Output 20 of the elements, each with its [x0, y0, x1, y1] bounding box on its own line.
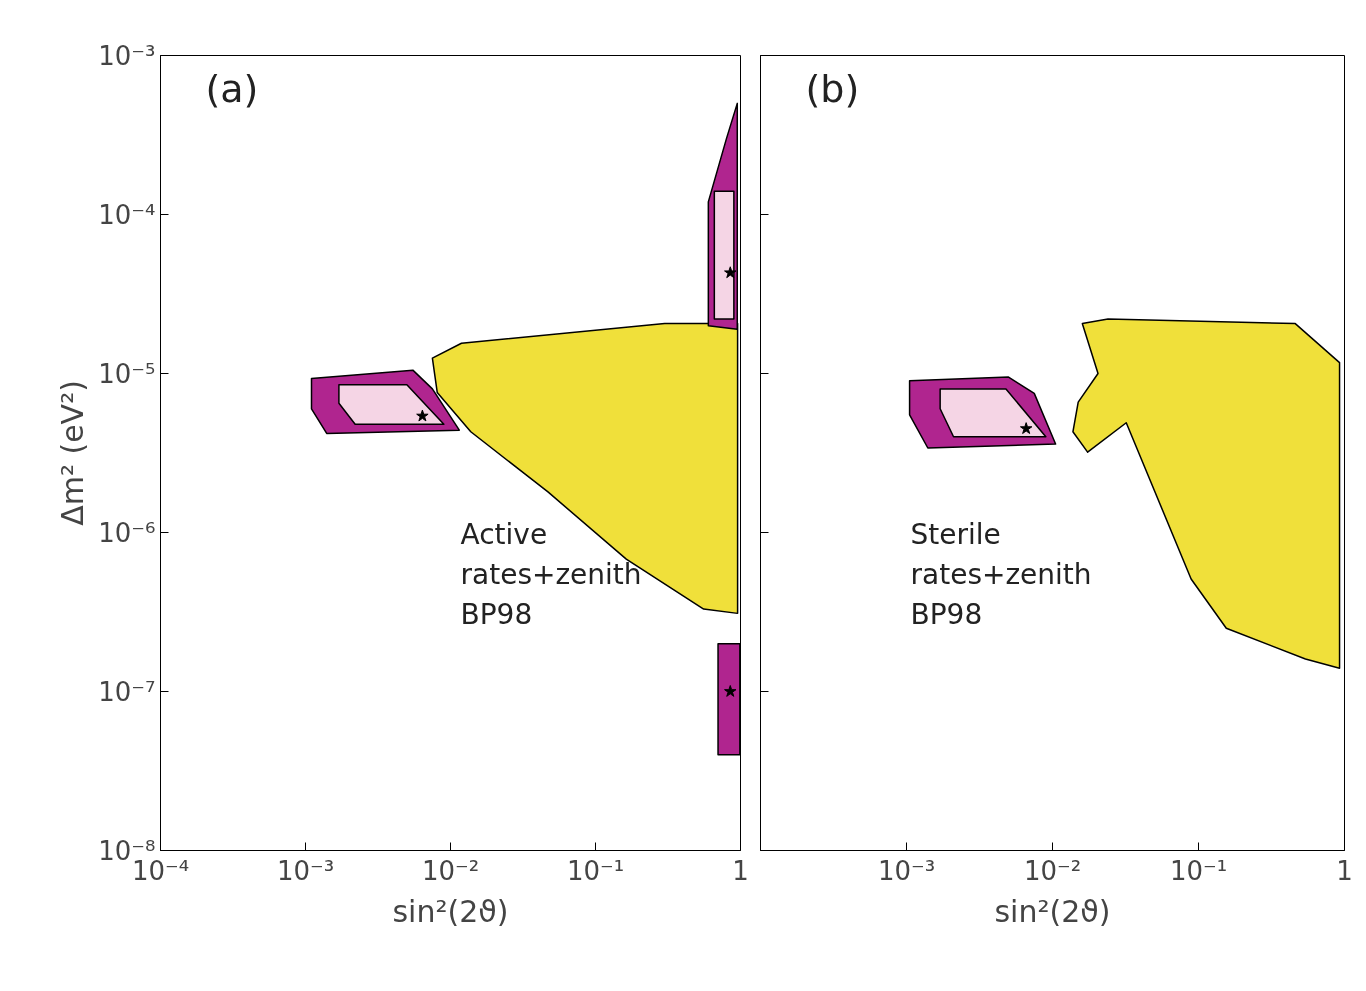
y-axis-title: Δm² (eV²): [55, 380, 91, 526]
x-tick-label: 10⁻²: [1023, 855, 1082, 886]
y-tick-label: 10⁻⁶: [98, 517, 156, 548]
x-tick-label: 10⁻¹: [1169, 855, 1228, 886]
x-tick-label: 10⁻³: [276, 855, 335, 886]
x-tick-label: 10⁻²: [421, 855, 480, 886]
x-tick-label: 1: [732, 855, 749, 886]
y-tick-label: 10⁻⁵: [98, 358, 156, 389]
annotation: (b): [805, 66, 860, 111]
x-axis-title: sin²(2ϑ): [994, 893, 1111, 929]
annotation: (a): [205, 66, 259, 111]
y-tick-label: 10⁻³: [98, 40, 156, 71]
x-tick-label: 1: [1336, 855, 1353, 886]
x-tick-label: 10⁻³: [877, 855, 936, 886]
x-axis-title: sin²(2ϑ): [392, 893, 509, 929]
annotation: Sterile rates+zenith BP98: [910, 517, 1092, 631]
y-tick-label: 10⁻⁴: [98, 199, 156, 230]
annotation: Active rates+zenith BP98: [460, 517, 642, 631]
y-tick-label: 10⁻⁷: [98, 676, 156, 707]
x-tick-label: 10⁻¹: [566, 855, 625, 886]
